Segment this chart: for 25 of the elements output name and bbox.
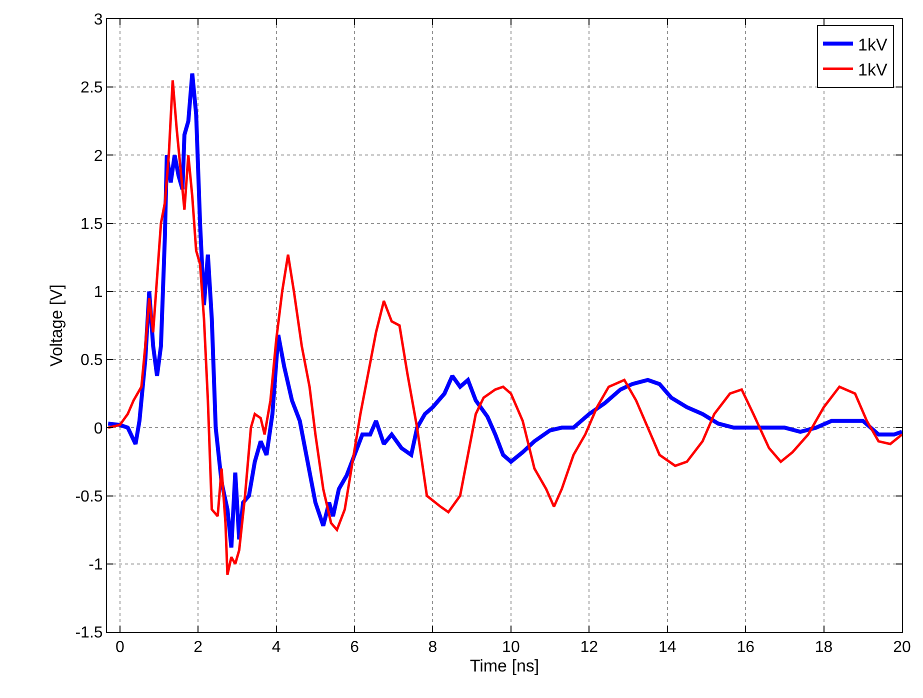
y-axis-title: Voltage [V] [46, 284, 66, 367]
x-tick-label: 16 [736, 639, 755, 656]
x-tick-label: 18 [814, 639, 833, 656]
y-tick-label: -0.5 [75, 488, 103, 506]
y-tick-label: 1 [94, 284, 103, 302]
x-tick-label: 8 [428, 639, 438, 656]
x-tick-label: 14 [658, 639, 676, 656]
legend-label: 1kV [858, 35, 888, 54]
y-tick-label: 2 [94, 148, 103, 165]
y-tick-label: 0.5 [80, 352, 103, 370]
y-tick-label: 1.5 [80, 216, 103, 233]
y-tick-label: 0 [94, 420, 103, 438]
x-tick-label: 4 [272, 639, 281, 656]
x-tick-label: 6 [350, 639, 360, 656]
y-tick-label: 2.5 [80, 80, 103, 97]
legend-label: 1kV [858, 60, 888, 80]
x-tick-label: 2 [194, 639, 203, 656]
x-tick-label: 20 [893, 639, 911, 656]
x-tick-label: 0 [115, 639, 124, 656]
y-tick-label: -1 [88, 556, 103, 574]
y-tick-label: 3 [94, 12, 103, 29]
x-axis-title: Time [ns] [470, 656, 540, 676]
x-tick-label: 12 [580, 639, 598, 656]
y-tick-label: -1.5 [75, 624, 103, 642]
x-tick-label: 10 [502, 639, 520, 656]
